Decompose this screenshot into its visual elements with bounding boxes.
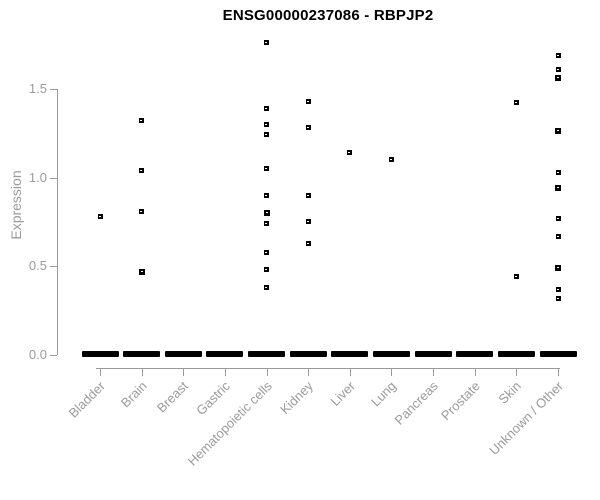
zero-expression-cluster bbox=[81, 350, 119, 357]
data-point bbox=[555, 295, 561, 301]
zero-expression-cluster bbox=[289, 350, 327, 357]
y-axis-title: Expression bbox=[8, 170, 24, 240]
data-point bbox=[388, 157, 394, 163]
zero-expression-cluster bbox=[539, 350, 577, 357]
data-point bbox=[555, 185, 562, 192]
data-point bbox=[139, 208, 145, 214]
x-axis-tick bbox=[183, 368, 185, 376]
data-point bbox=[305, 192, 311, 198]
zero-expression-cluster bbox=[372, 350, 410, 357]
data-point bbox=[264, 132, 270, 138]
data-point bbox=[264, 192, 270, 198]
data-point bbox=[264, 285, 270, 291]
data-point bbox=[305, 240, 311, 246]
data-point bbox=[347, 150, 353, 156]
data-point bbox=[264, 166, 270, 172]
data-point bbox=[513, 100, 519, 106]
data-point bbox=[555, 75, 562, 82]
data-point bbox=[555, 215, 561, 221]
y-axis-tick bbox=[50, 266, 57, 268]
x-tick-label: Unknown / Other bbox=[486, 378, 566, 458]
data-point bbox=[305, 98, 311, 104]
data-point bbox=[264, 221, 270, 227]
zero-expression-cluster bbox=[331, 350, 369, 357]
x-axis-tick bbox=[558, 368, 560, 376]
y-tick-label: 0.0 bbox=[28, 347, 47, 362]
x-axis-tick bbox=[141, 368, 143, 376]
y-axis-line bbox=[57, 88, 58, 355]
zero-expression-cluster bbox=[164, 350, 202, 357]
data-point bbox=[555, 128, 562, 135]
zero-expression-cluster bbox=[206, 350, 244, 357]
y-axis-tick bbox=[50, 177, 57, 179]
zero-expression-cluster bbox=[123, 350, 161, 357]
x-axis-tick bbox=[433, 368, 435, 376]
data-point bbox=[555, 286, 561, 292]
data-point bbox=[139, 118, 145, 124]
zero-expression-cluster bbox=[497, 350, 535, 357]
x-axis-tick bbox=[474, 368, 476, 376]
zero-expression-cluster bbox=[248, 350, 286, 357]
x-axis-tick bbox=[308, 368, 310, 376]
data-point bbox=[305, 125, 311, 131]
y-axis-tick bbox=[50, 88, 57, 90]
data-point bbox=[305, 219, 311, 225]
y-tick-label: 1.0 bbox=[28, 169, 47, 185]
data-point bbox=[97, 214, 103, 220]
data-point bbox=[555, 66, 561, 72]
x-axis-tick bbox=[516, 368, 518, 376]
y-tick-label: 0.5 bbox=[28, 258, 47, 274]
data-point bbox=[264, 40, 270, 46]
x-axis-tick bbox=[224, 368, 226, 376]
data-point bbox=[264, 121, 270, 127]
x-axis-tick bbox=[100, 368, 101, 376]
chart-title: ENSG00000237086 - RBPJP2 bbox=[222, 7, 434, 24]
data-point bbox=[555, 233, 561, 239]
x-axis-tick bbox=[349, 368, 351, 376]
x-axis-tick bbox=[391, 368, 393, 376]
x-axis-line bbox=[96, 368, 560, 369]
y-tick-label: 1.5 bbox=[28, 80, 47, 96]
zero-expression-cluster bbox=[414, 350, 452, 357]
data-point bbox=[264, 249, 270, 255]
x-axis-tick bbox=[266, 368, 268, 376]
data-point bbox=[555, 169, 561, 175]
data-point bbox=[138, 268, 145, 275]
data-point bbox=[264, 105, 270, 111]
data-point bbox=[264, 267, 270, 273]
data-point bbox=[263, 210, 270, 216]
zero-expression-cluster bbox=[456, 350, 494, 357]
data-point bbox=[555, 265, 562, 272]
data-point bbox=[513, 274, 519, 280]
data-point bbox=[555, 52, 561, 58]
data-point bbox=[139, 167, 145, 173]
y-axis-tick bbox=[50, 355, 57, 356]
